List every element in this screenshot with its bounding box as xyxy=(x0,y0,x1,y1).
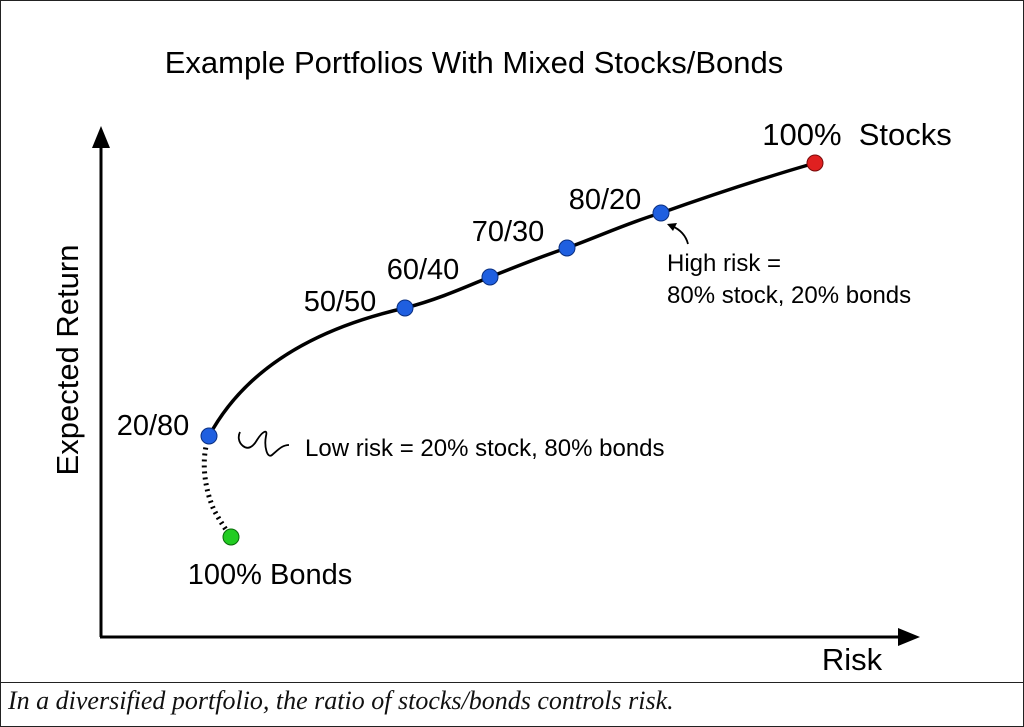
low-risk-squiggle xyxy=(237,430,290,457)
y-axis-label: Expected Return xyxy=(50,245,85,476)
frontier-dotted-curve xyxy=(201,435,234,539)
label-20-80: 20/80 xyxy=(117,410,190,442)
high-risk-arrow xyxy=(671,225,689,245)
high-risk-annotation-line2: 80% stock, 20% bonds xyxy=(667,282,911,309)
label-80-20: 80/20 xyxy=(569,184,642,216)
label-50-50: 50/50 xyxy=(304,286,377,318)
high-risk-annotation-line1: High risk = xyxy=(667,250,781,277)
point-70-30 xyxy=(558,239,576,257)
chart-title: Example Portfolios With Mixed Stocks/Bon… xyxy=(165,45,784,80)
figure-caption: In a diversified portfolio, the ratio of… xyxy=(8,686,674,715)
point-50-50 xyxy=(396,299,414,317)
frontier-solid-curve xyxy=(207,161,816,437)
label-60-40: 60/40 xyxy=(387,254,460,286)
x-axis-arrow xyxy=(898,628,920,646)
point-80-20 xyxy=(652,204,670,222)
label-100-stocks: 100% Stocks xyxy=(762,117,952,152)
y-axis-arrow xyxy=(92,126,110,148)
label-100-bonds: 100% Bonds xyxy=(188,559,352,591)
point-60-40 xyxy=(481,268,499,286)
high-risk-arrowhead xyxy=(667,223,677,231)
point-20-80 xyxy=(200,427,218,445)
caption-separator xyxy=(0,682,1024,683)
point-100-bonds xyxy=(222,528,240,546)
label-70-30: 70/30 xyxy=(472,216,545,248)
x-axis-label: Risk xyxy=(822,642,883,677)
point-100-stocks xyxy=(806,154,824,172)
low-risk-annotation: Low risk = 20% stock, 80% bonds xyxy=(305,435,665,462)
